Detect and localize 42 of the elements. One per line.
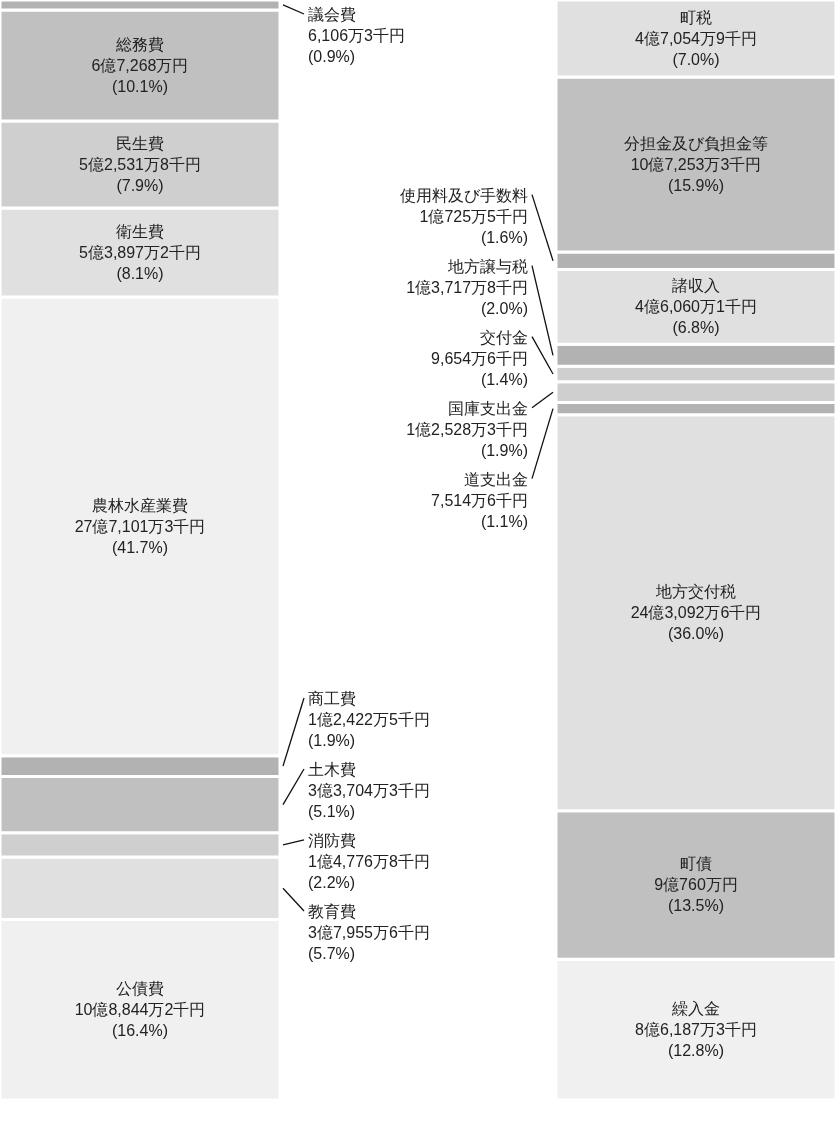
series-label: 国庫支出金 [448,399,528,417]
data-label: 27億7,101万3千円 (41.7%) [74,517,206,556]
series-label: 教育費 [308,902,356,920]
series-label: 農林水産業費 [92,496,188,514]
text: 商工費 [308,689,356,707]
series-label: 町債 [680,855,712,873]
data-label: 1億2,422万5千円 (1.9%) [308,710,430,749]
series-label: 議会費 [308,6,356,23]
series-label: 公債費 [116,980,164,998]
data-label: 4億6,060万1千円 (6.8%) [635,298,757,337]
series-label: 消防費 [308,831,356,849]
series-label: 繰入金 [671,1000,720,1018]
data-label: 9,654万6千円 (1.4%) [431,349,528,388]
data-label: 1億3,717万8千円 (2.0%) [406,278,528,317]
data-label: 8億6,187万3千円 (12.8%) [635,1021,757,1060]
data-label: 3億3,704万3千円 (5.1%) [308,781,430,820]
data-label: 7,514万6千円 (1.1%) [431,491,528,530]
data-label: 5億3,897万2千円 (8.1%) [79,243,201,282]
data-label: 24億3,092万6千円 (36.0%) [630,604,762,643]
data-label: 10億8,844万2千円 (16.4%) [74,1001,206,1040]
data-label: 6億7,268万円 (10.1%) [91,56,189,95]
text: 交付金 [480,328,528,346]
text: 道支出金 [464,470,528,488]
data-label: 10億7,253万3千円 (15.9%) [630,155,762,194]
series-label: 町税 [680,9,712,26]
series-label: 分担金及び負担金等 [624,134,768,152]
data-label: 1億2,528万3千円 (1.9%) [406,420,528,459]
text: 使用料及び手数料 [400,186,528,204]
series-label: 地方交付税 [655,583,736,601]
data-label: 1億4,776万8千円 (2.2%) [308,852,430,891]
series-label: 土木費 [308,760,356,778]
data-label: 1億725万5千円 (1.6%) [419,207,528,246]
data-label: 5億2,531万8千円 (7.9%) [79,155,201,194]
series-label: 衛生費 [116,222,164,240]
series-label: 総務費 [115,35,164,53]
series-label: 民生費 [116,134,164,152]
data-label: 9億760万円 (13.5%) [654,876,738,915]
text: 地方譲与税 [447,257,528,275]
data-label: 3億7,955万6千円 (5.7%) [308,923,430,962]
data-label: 6,106万3千円 (0.9%) [308,27,405,65]
series-label: 諸収入 [672,277,720,295]
data-label: 4億7,054万9千円 (7.0%) [635,30,757,68]
